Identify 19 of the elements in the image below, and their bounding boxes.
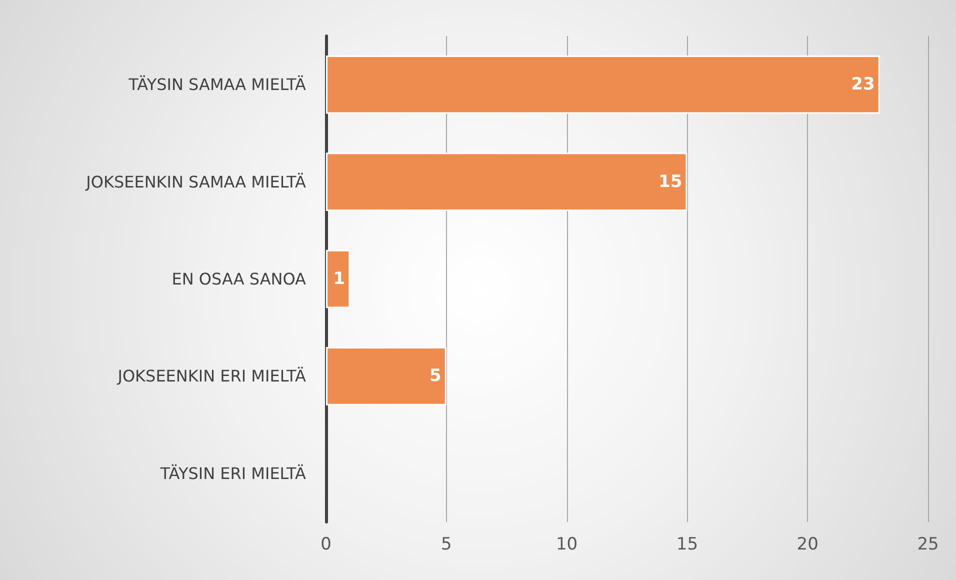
- data-label: 5: [430, 366, 442, 386]
- bar: [326, 250, 350, 308]
- x-tick-label: 5: [440, 534, 452, 554]
- y-tick-label: TÄYSIN SAMAA MIELTÄ: [128, 75, 306, 94]
- data-label: 15: [658, 172, 682, 192]
- x-tick-label: 0: [320, 534, 332, 554]
- y-tick-label: JOKSEENKIN SAMAA MIELTÄ: [85, 172, 306, 192]
- x-tick-label: 20: [796, 534, 818, 554]
- y-tick-label: TÄYSIN ERI MIELTÄ: [159, 464, 306, 483]
- x-tick-label: 15: [676, 534, 698, 554]
- bar: [326, 152, 688, 211]
- bar: [326, 347, 446, 406]
- x-tick-label: 25: [917, 534, 939, 554]
- x-tick-label: 10: [556, 534, 578, 554]
- data-label: 1: [333, 269, 346, 289]
- data-label: 23: [851, 74, 875, 95]
- bar: [326, 55, 880, 114]
- y-tick-label: JOKSEENKIN ERI MIELTÄ: [116, 366, 306, 386]
- y-tick-label: EN OSAA SANOA: [172, 270, 306, 288]
